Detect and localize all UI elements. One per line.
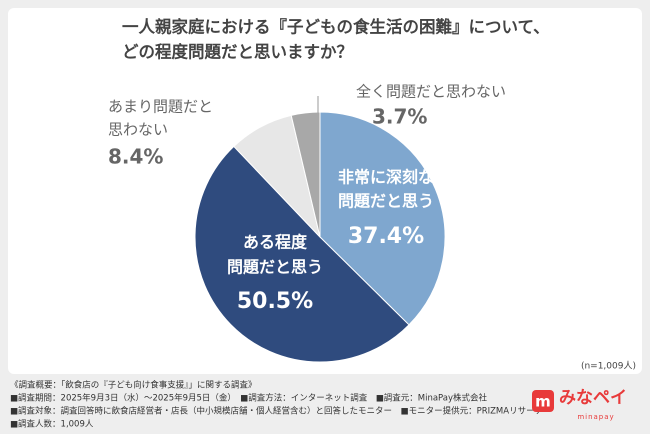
- slice-label: 全く問題だと思わない: [356, 83, 506, 101]
- slice-label: ある程度: [243, 233, 308, 252]
- value-label: 8.4%: [108, 145, 163, 169]
- footer-line: ■調査期間：2025年9月3日（水）～2025年9月5日（金） ■調査方法：イン…: [10, 393, 488, 404]
- chart-title: どの程度問題だと思いますか？: [122, 42, 353, 62]
- logo-name: みなペイ: [559, 388, 627, 408]
- pie-slice: [194, 145, 410, 363]
- value-label: 3.7%: [372, 105, 427, 129]
- value-label: 37.4%: [348, 224, 424, 249]
- slice-label: あまり問題だと: [108, 98, 213, 116]
- pie: [194, 111, 446, 363]
- value-label: 50.5%: [237, 289, 313, 314]
- slice-label: 非常に深刻な: [338, 168, 434, 187]
- slice-label: 思わない: [108, 121, 168, 139]
- logo-glyph: m: [535, 393, 551, 411]
- pie-slice: [290, 111, 321, 238]
- logo-icon: [532, 390, 554, 412]
- footer-line: 《調査概要：「飲食店の『子ども向け食事支援』」に関する調査》: [10, 380, 257, 391]
- slice-label: 問題だと思う: [227, 258, 323, 277]
- sample-note: (n=1,009人): [581, 361, 636, 372]
- pie-slice: [319, 111, 446, 326]
- chart-title: 一人親家庭における『子どもの食生活の困難』について、: [122, 17, 550, 37]
- footer-line: ■調査対象：調査回答時に飲食店経営者・店長（中小規模店舗・個人経営含む）と回答し…: [10, 406, 543, 417]
- footer-line: ■調査人数：1,009人: [10, 419, 94, 430]
- logo-sub: minapay: [577, 413, 614, 421]
- slice-label: 問題だと思う: [338, 192, 434, 211]
